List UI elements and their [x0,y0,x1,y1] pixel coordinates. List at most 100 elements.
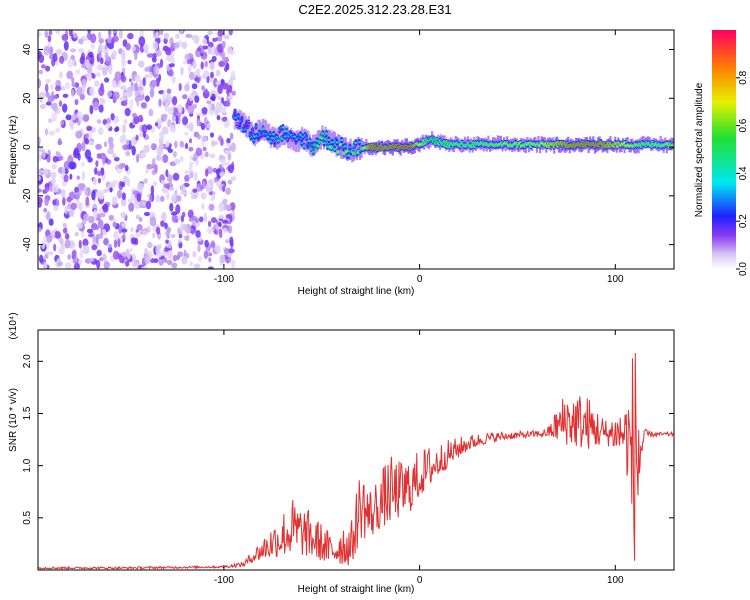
noise-blob [202,45,209,50]
noise-blob [166,88,172,94]
noise-blob [161,126,169,135]
noise-blob [164,102,170,112]
noise-blob [74,231,79,237]
ridge-point [302,145,306,148]
y-tick-label: 2.0 [22,354,33,368]
noise-blob [67,58,74,68]
y-tick-label: 20 [22,92,33,104]
noise-blob [208,257,212,263]
noise-blob [84,189,89,196]
noise-blob [43,261,48,269]
noise-blob [119,96,127,102]
ridge-halo [288,130,291,149]
noise-blob [165,239,169,244]
noise-blob [197,134,201,140]
noise-blob [161,187,168,194]
noise-blob [180,66,184,76]
noise-blob [155,154,162,161]
noise-blob [103,262,111,267]
noise-blob [214,244,221,254]
ridge-point [234,116,238,119]
noise-blob [153,258,159,264]
spectrogram-frame [37,29,675,270]
noise-blob [120,181,126,188]
noise-blob [158,98,162,107]
noise-blob [87,30,91,34]
noise-blob [51,112,57,122]
ridge-halo [326,129,329,150]
noise-blob [208,203,215,211]
ridge-point [233,111,237,114]
noise-blob [221,82,229,90]
noise-blob [180,155,184,163]
noise-blob [231,210,236,215]
noise-blob [226,88,230,95]
noise-blob [43,51,50,55]
noise-blob [180,215,184,223]
noise-blob [60,120,65,126]
noise-blob [107,136,114,145]
noise-blob [106,118,112,124]
noise-blob [38,152,41,157]
noise-blob [81,78,87,89]
noise-blob [190,170,194,179]
ridge-point [330,141,334,144]
noise-blob [121,223,127,228]
noise-blob [84,59,90,69]
noise-blob [128,198,132,204]
noise-blob [70,202,77,210]
y-tick-label: -20 [22,188,33,203]
noise-blob [71,89,75,97]
spectrogram-ridge [232,108,674,163]
ridge-point [308,139,312,143]
noise-blob [209,61,215,70]
noise-blob [98,86,105,97]
noise-blob [98,104,104,113]
noise-blob [194,171,198,182]
noise-blob [127,59,132,65]
noise-blob [202,38,208,45]
noise-blob [79,93,86,101]
noise-blob [208,102,212,113]
noise-blob [108,30,112,37]
noise-blob [44,83,49,93]
noise-blob [225,213,232,219]
noise-blob [91,190,96,201]
noise-blob [144,211,150,217]
y-tick-label: 1.5 [22,406,33,420]
noise-blob [196,118,201,127]
noise-blob [52,199,57,205]
noise-blob [111,152,117,159]
noise-blob [201,135,208,143]
noise-blob [71,250,77,260]
noise-blob [92,177,97,186]
noise-blob [188,122,194,132]
colorbar-tick-label: 0.8 [738,70,749,84]
noise-blob [218,202,225,213]
noise-blob [74,99,79,106]
noise-blob [134,50,138,61]
ridge-point [336,150,340,154]
noise-blob [38,31,41,37]
noise-blob [101,66,108,76]
noise-blob [167,107,174,115]
noise-blob [57,261,64,267]
noise-blob [112,30,118,34]
noise-blob [209,132,215,138]
noise-blob [81,161,85,167]
noise-blob [212,37,217,42]
noise-blob [67,203,72,210]
noise-blob [172,114,175,122]
noise-blob [95,143,102,150]
noise-blob [168,180,173,187]
noise-blob [96,259,101,269]
noise-blob [62,227,68,234]
noise-blob [135,134,139,141]
noise-blob [166,226,172,233]
noise-blob [207,182,212,188]
noise-blob [171,96,178,106]
noise-blob [194,95,200,103]
noise-blob [50,171,57,179]
noise-blob [112,80,117,89]
noise-blob [129,247,133,253]
